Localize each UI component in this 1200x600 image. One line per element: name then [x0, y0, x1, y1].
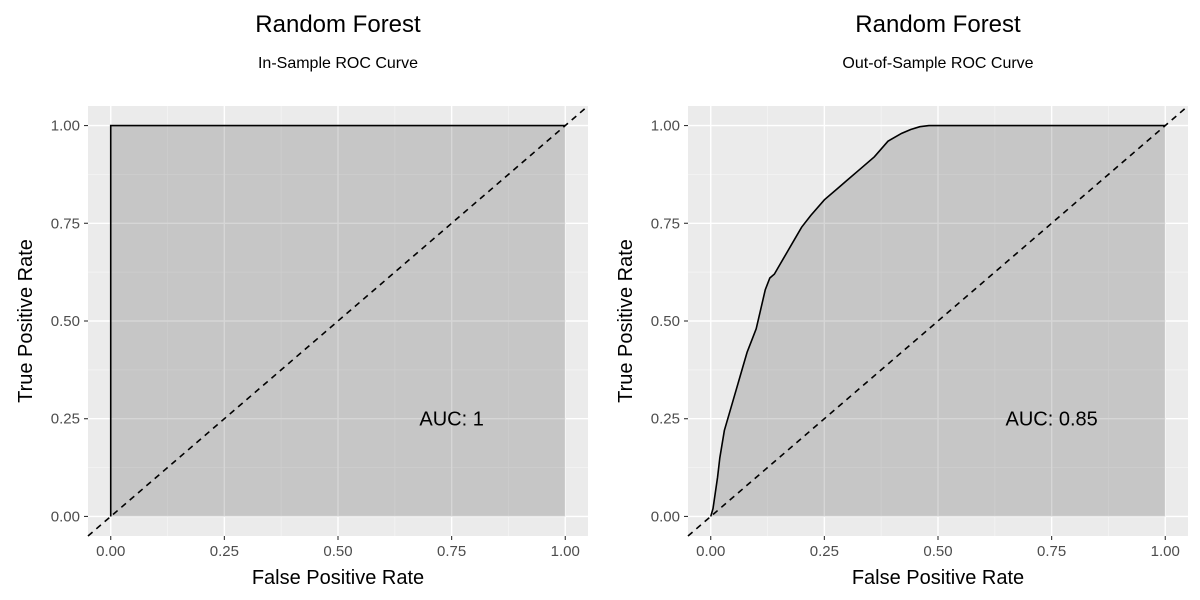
y-tick-label: 0.00 — [651, 508, 680, 525]
chart-panel-2: Random Forest Out-of-Sample ROC Curve AUC:… — [615, 11, 1189, 589]
x-tick-label: 1.00 — [551, 543, 580, 560]
y-tick-label: 0.50 — [51, 313, 80, 330]
chart-panel-1: Random Forest In-Sample ROC Curve AUC: 1 0.… — [15, 11, 589, 589]
y-axis-title: True Positive Rate — [615, 239, 637, 403]
x-tick-label: 0.00 — [696, 543, 725, 560]
x-tick-label: 0.75 — [437, 543, 466, 560]
y-tick-label: 0.75 — [651, 215, 680, 232]
y-tick-label: 1.00 — [51, 118, 80, 135]
x-axis-title: False Positive Rate — [852, 567, 1024, 589]
x-axis-title: False Positive Rate — [252, 567, 424, 589]
chart-subtitle: In-Sample ROC Curve — [258, 55, 418, 72]
y-tick-label: 0.25 — [51, 411, 80, 428]
y-tick-label: 0.50 — [651, 313, 680, 330]
y-axis-title: True Positive Rate — [15, 239, 37, 403]
y-tick-label: 1.00 — [651, 118, 680, 135]
auc-label: AUC: 1 — [419, 409, 483, 431]
chart-subtitle: Out-of-Sample ROC Curve — [842, 55, 1033, 72]
x-tick-label: 0.75 — [1037, 543, 1066, 560]
x-tick-label: 0.00 — [96, 543, 125, 560]
y-tick-label: 0.75 — [51, 215, 80, 232]
x-tick-label: 0.25 — [210, 543, 239, 560]
chart-title: Random Forest — [255, 11, 421, 38]
x-tick-label: 0.50 — [923, 543, 952, 560]
roc-curve — [109, 124, 566, 517]
x-tick-label: 0.50 — [323, 543, 352, 560]
x-tick-label: 1.00 — [1151, 543, 1180, 560]
chart-title: Random Forest — [855, 11, 1021, 38]
roc-curve — [709, 124, 1166, 517]
y-tick-label: 0.25 — [651, 411, 680, 428]
x-tick-label: 0.25 — [810, 543, 839, 560]
auc-label: AUC: 0.85 — [1006, 409, 1098, 431]
y-tick-label: 0.00 — [51, 508, 80, 525]
